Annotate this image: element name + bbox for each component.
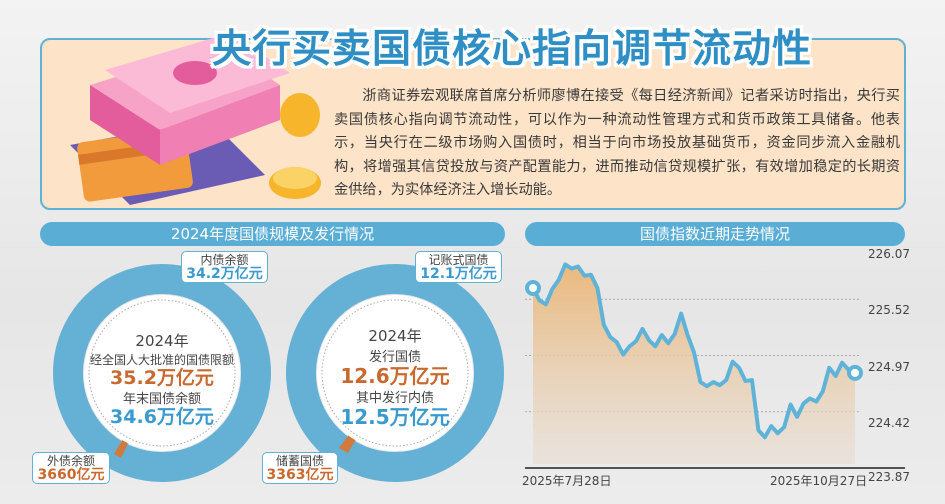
donut1-ring — [53, 264, 271, 482]
value2: 34.6万亿元 — [110, 406, 214, 428]
line2: 年末国债余额 — [122, 392, 201, 407]
y-tick-label: 223.87 — [868, 470, 910, 484]
label-name: 外债余额 — [46, 454, 95, 468]
intro-text: 浙商证券宏观联席首席分析师廖博在接受《每日经济新闻》记者采访时指出，央行买卖国债… — [334, 88, 900, 198]
page-title: 央行买卖国债核心指向调节流动性 — [212, 27, 813, 72]
label-name: 储蓄国债 — [275, 454, 324, 468]
y-tick-label: 225.52 — [868, 303, 910, 318]
line2: 其中发行内债 — [355, 391, 434, 406]
label-value: 12.1万亿元 — [420, 266, 497, 282]
money-illustration-icon — [70, 33, 321, 205]
label-value: 3660亿元 — [37, 467, 105, 483]
label-savings-bonds: 储蓄国债 3363亿元 — [262, 452, 338, 484]
donut1-center — [84, 295, 240, 451]
line1: 发行国债 — [368, 350, 421, 365]
area-fill — [533, 264, 855, 464]
left-section-title: 2024年度国债规模及发行情况 — [40, 222, 505, 246]
line1: 经全国人大批准的国债限额 — [89, 353, 234, 367]
donut2-text: 2024年 发行国债 12.6万亿元 其中发行内债 12.5万亿元 — [325, 325, 465, 428]
series-line — [531, 262, 856, 440]
label-value: 3363亿元 — [266, 467, 334, 483]
value1: 12.6万亿元 — [340, 364, 450, 388]
donut-charts — [53, 264, 504, 482]
start-point-marker — [525, 280, 541, 296]
x-start-label: 2025年7月28日 — [522, 474, 612, 488]
value2: 12.5万亿元 — [340, 405, 450, 429]
donut2-ring — [286, 264, 504, 482]
label-book-entry-bonds: 记账式国债 12.1万亿元 — [415, 251, 502, 283]
label-domestic-debt: 内债余额 34.2万亿元 — [181, 251, 268, 283]
chart-title: 国债指数近期走势情况 — [525, 222, 905, 246]
label-foreign-debt: 外债余额 3660亿元 — [32, 452, 110, 484]
label-name: 记账式国债 — [428, 253, 489, 267]
end-point-marker — [847, 364, 863, 381]
label-name: 内债余额 — [200, 253, 249, 267]
year: 2024年 — [368, 327, 422, 345]
donut2-center — [317, 295, 473, 451]
year: 2024年 — [135, 332, 189, 350]
bond-index-chart — [525, 262, 905, 469]
y-tick-label: 224.97 — [868, 359, 910, 374]
donut1-text: 2024年 经全国人大批准的国债限额 35.2万亿元 年末国债余额 34.6万亿… — [82, 330, 242, 427]
y-tick-label: 226.07 — [868, 247, 910, 261]
x-end-label: 2025年10月27日 — [770, 474, 868, 488]
y-tick-label: 224.42 — [868, 415, 910, 430]
value1: 35.2万亿元 — [110, 367, 214, 389]
label-value: 34.2万亿元 — [186, 266, 263, 282]
